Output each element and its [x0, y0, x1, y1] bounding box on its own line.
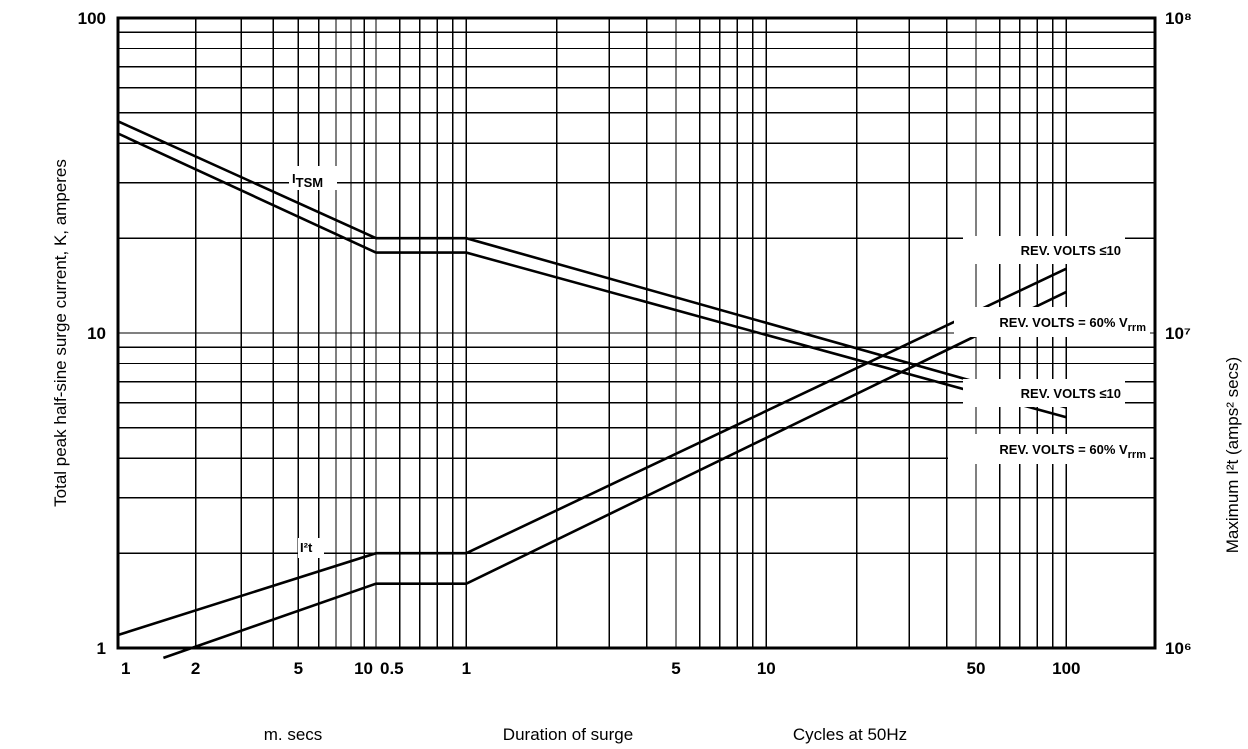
i2t-line-rev-volts-60pct — [162, 290, 1067, 660]
annotation-a3: REV. VOLTS ≤10 — [963, 379, 1125, 407]
x-cycles-tick-label: 10 — [757, 659, 776, 678]
y-right-tick-label: 10⁷ — [1165, 324, 1191, 343]
annotation-a4: REV. VOLTS = 60% Vrrm — [948, 434, 1150, 464]
y-axis-right-label: Maximum I²t (amps² secs) — [1223, 357, 1242, 553]
annotation-text: REV. VOLTS = 60% Vrrm — [999, 442, 1146, 461]
svg-text:I²t: I²t — [300, 540, 313, 555]
annotations: REV. VOLTS ≤10 REV. VOLTS = 60% Vrrm REV. … — [948, 236, 1150, 464]
x-cycles-tick-label: 1 — [462, 659, 471, 678]
svg-text:ITSM: ITSM — [292, 171, 323, 190]
x-cycles-tick-label: 50 — [967, 659, 986, 678]
x-msec-tick-label: 2 — [191, 659, 200, 678]
i2t-curve-label: I²t — [298, 538, 324, 558]
itsm-line-rev-volts-60pct — [117, 132, 1067, 419]
y-left-tick-label: 100 — [78, 9, 106, 28]
y-right-tick-label: 10⁶ — [1165, 639, 1192, 658]
annotation-text: REV. VOLTS = 60% Vrrm — [999, 315, 1146, 334]
y-left-tick-label: 1 — [97, 639, 106, 658]
annotation-background — [963, 236, 1125, 264]
x-axis-center-label: Duration of surge — [503, 725, 633, 744]
y-right-tick-label: 10⁸ — [1165, 9, 1192, 28]
x-msec-tick-label: 5 — [294, 659, 303, 678]
itsm-curve-label: ITSM — [289, 166, 337, 190]
annotation-background — [948, 434, 1150, 464]
x-cycles-tick-label: 5 — [671, 659, 680, 678]
x-msec-tick-label: 10 — [354, 659, 373, 678]
annotation-a1: REV. VOLTS ≤10 — [963, 236, 1125, 264]
plot-frame — [116, 16, 1157, 650]
x-cycles-tick-label: 0.5 — [380, 659, 404, 678]
y-axis-left-label: Total peak half-sine surge current, K, a… — [51, 159, 70, 507]
annotation-background — [963, 379, 1125, 407]
curves — [117, 120, 1067, 660]
x-axis-cycles-label: Cycles at 50Hz — [793, 725, 907, 744]
x-axis-msec-label: m. secs — [264, 725, 323, 744]
tick-labels: 1 10⁶ 10 10⁷ 100 10⁸ 1 2 5 10 0.5 1 5 10 50 100 — [78, 9, 1192, 678]
y-left-tick-label: 10 — [87, 324, 106, 343]
annotation-background — [954, 307, 1150, 337]
annotation-text: REV. VOLTS ≤10 — [1021, 243, 1121, 258]
i2t-line-rev-volts-le-10 — [117, 267, 1067, 637]
itsm-line-rev-volts-le-10 — [117, 120, 1067, 409]
annotation-a2: REV. VOLTS = 60% Vrrm — [954, 307, 1150, 337]
x-msec-tick-label: 1 — [121, 659, 130, 678]
x-cycles-tick-label: 100 — [1052, 659, 1080, 678]
annotation-text: REV. VOLTS ≤10 — [1021, 386, 1121, 401]
